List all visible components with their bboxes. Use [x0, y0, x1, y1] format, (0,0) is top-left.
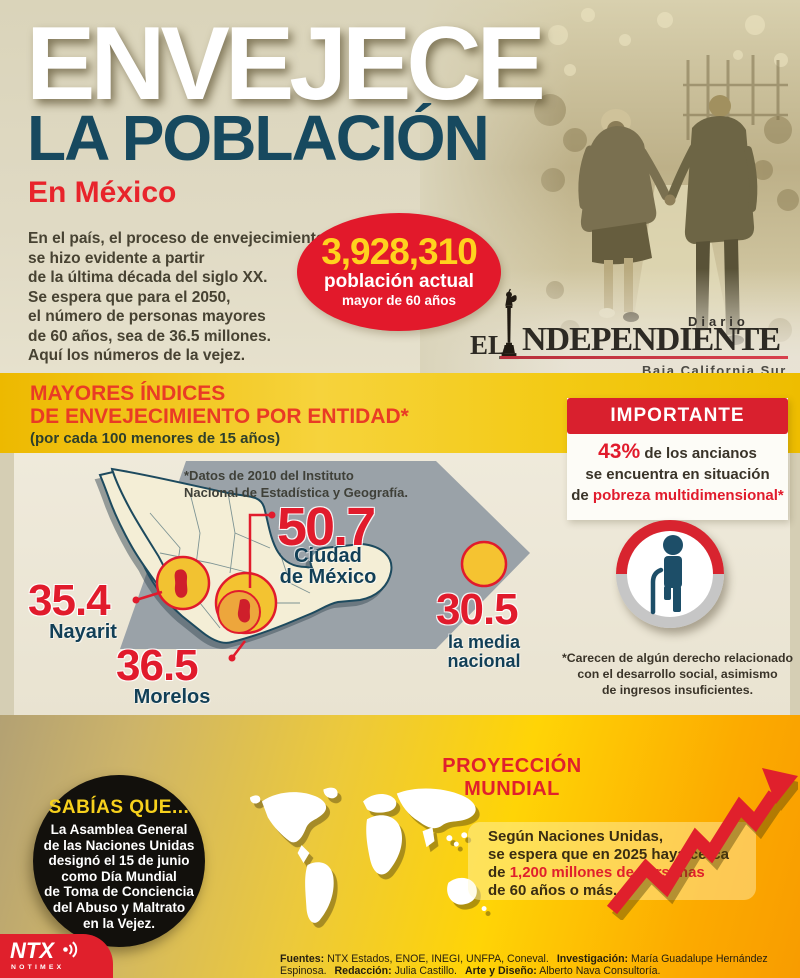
section-title: MAYORES ÍNDICES DE ENVEJECIMIENTO POR EN… — [30, 382, 409, 428]
credit-text: Julia Castillo. — [394, 965, 458, 977]
ntx-logo-text: NTX — [10, 938, 54, 963]
credits: Fuentes: NTX Estados, ENOE, INEGI, UNFPA… — [280, 953, 795, 977]
stat-morelos-value: 36.5 — [116, 641, 199, 690]
connector-lines — [135, 513, 272, 659]
importante-line2: se encuentra en situación — [585, 466, 770, 483]
world-map — [249, 787, 487, 923]
section-subtitle: (por cada 100 menores de 15 años) — [30, 430, 281, 447]
photo-fade-overlay — [420, 0, 800, 373]
newspaper-diario: Diario — [688, 314, 749, 329]
ntx-logo-sub: NOTIMEX — [11, 964, 65, 971]
projection-line1: Según Naciones Unidas, — [488, 828, 664, 845]
panel-left-edge — [0, 453, 14, 715]
importante-line3-red: pobreza multidimensional* — [592, 487, 784, 504]
projection-line2: se espera que en 2025 haya cerca — [488, 846, 729, 863]
projection-text-band — [468, 822, 756, 900]
credit-text: María Guadalupe Hernández Espinosa. — [280, 953, 768, 977]
mexico-map-graphic — [98, 461, 530, 662]
independence-angel-icon — [499, 288, 519, 360]
importante-line3-pre: de — [571, 487, 589, 504]
sabias-title: SABÍAS QUE... — [48, 797, 190, 818]
main-title-line3: En México — [28, 176, 177, 209]
population-label: población actual — [324, 271, 474, 292]
intro-paragraph: En el país, el proceso de envejecimiento… — [28, 230, 326, 364]
importante-text: 43% de los ancianos se encuentra en situ… — [567, 441, 788, 506]
credit-text: NTX Estados, ENOE, INEGI, UNFPA, Coneval… — [327, 953, 549, 965]
credit-label: Investigación: — [556, 953, 629, 965]
credit-text: Alberto Nava Consultoría. — [539, 965, 661, 977]
credit-label: Fuentes: — [280, 953, 325, 965]
person-with-cane-icon — [650, 535, 683, 615]
national-mean-circle — [460, 540, 508, 588]
stat-media-value: 30.5 — [436, 585, 519, 634]
credit-label: Arte y Diseño: — [465, 965, 537, 977]
newspaper-name: NDEPENDIENTE — [522, 321, 781, 358]
ntx-notimex-logo: NTX NOTIMEX — [0, 934, 113, 978]
sabias-que-bubble: SABÍAS QUE... La Asamblea General de las… — [33, 775, 205, 947]
sabias-text: La Asamblea General de las Naciones Unid… — [43, 822, 195, 931]
main-title: ENVEJECE — [26, 6, 546, 122]
map-source-note: *Datos de 2010 del Instituto Nacional de… — [184, 468, 408, 500]
rising-trend-arrow — [606, 768, 798, 920]
stat-cdmx-label: Ciudad de México — [279, 545, 377, 588]
panel-right-edge — [790, 453, 800, 715]
credit-label: Redacción: — [334, 965, 392, 977]
importante-footnote: *Carecen de algún derecho relacionado co… — [562, 651, 793, 697]
stat-cdmx-value: 50.7 — [277, 497, 376, 557]
stat-nayarit-value: 35.4 — [28, 576, 111, 625]
ntx-signal-icon — [63, 941, 78, 958]
stat-morelos-label: Morelos — [133, 686, 211, 708]
population-stat-bubble: 3,928,310 población actual mayor de 60 a… — [297, 213, 501, 331]
stat-nayarit-label: Nayarit — [49, 621, 117, 643]
stat-media-label: la media nacional — [447, 632, 521, 671]
importante-stat-rest: de los ancianos — [644, 445, 757, 462]
importante-stat: 43% — [598, 440, 641, 463]
newspaper-rule — [500, 356, 788, 359]
main-title-line2: LA POBLACIÓN — [27, 102, 490, 174]
projection-title: PROYECCIÓN MUNDIAL — [442, 755, 582, 800]
population-sublabel: mayor de 60 años — [341, 293, 457, 308]
projection-line4: de 60 años o más. — [488, 882, 618, 899]
elderly-person-badge — [616, 520, 724, 628]
projection-line3-pre: de — [488, 864, 506, 881]
population-value: 3,928,310 — [321, 231, 478, 272]
importante-header: IMPORTANTE — [567, 398, 788, 434]
newspaper-el: EL — [470, 330, 507, 360]
